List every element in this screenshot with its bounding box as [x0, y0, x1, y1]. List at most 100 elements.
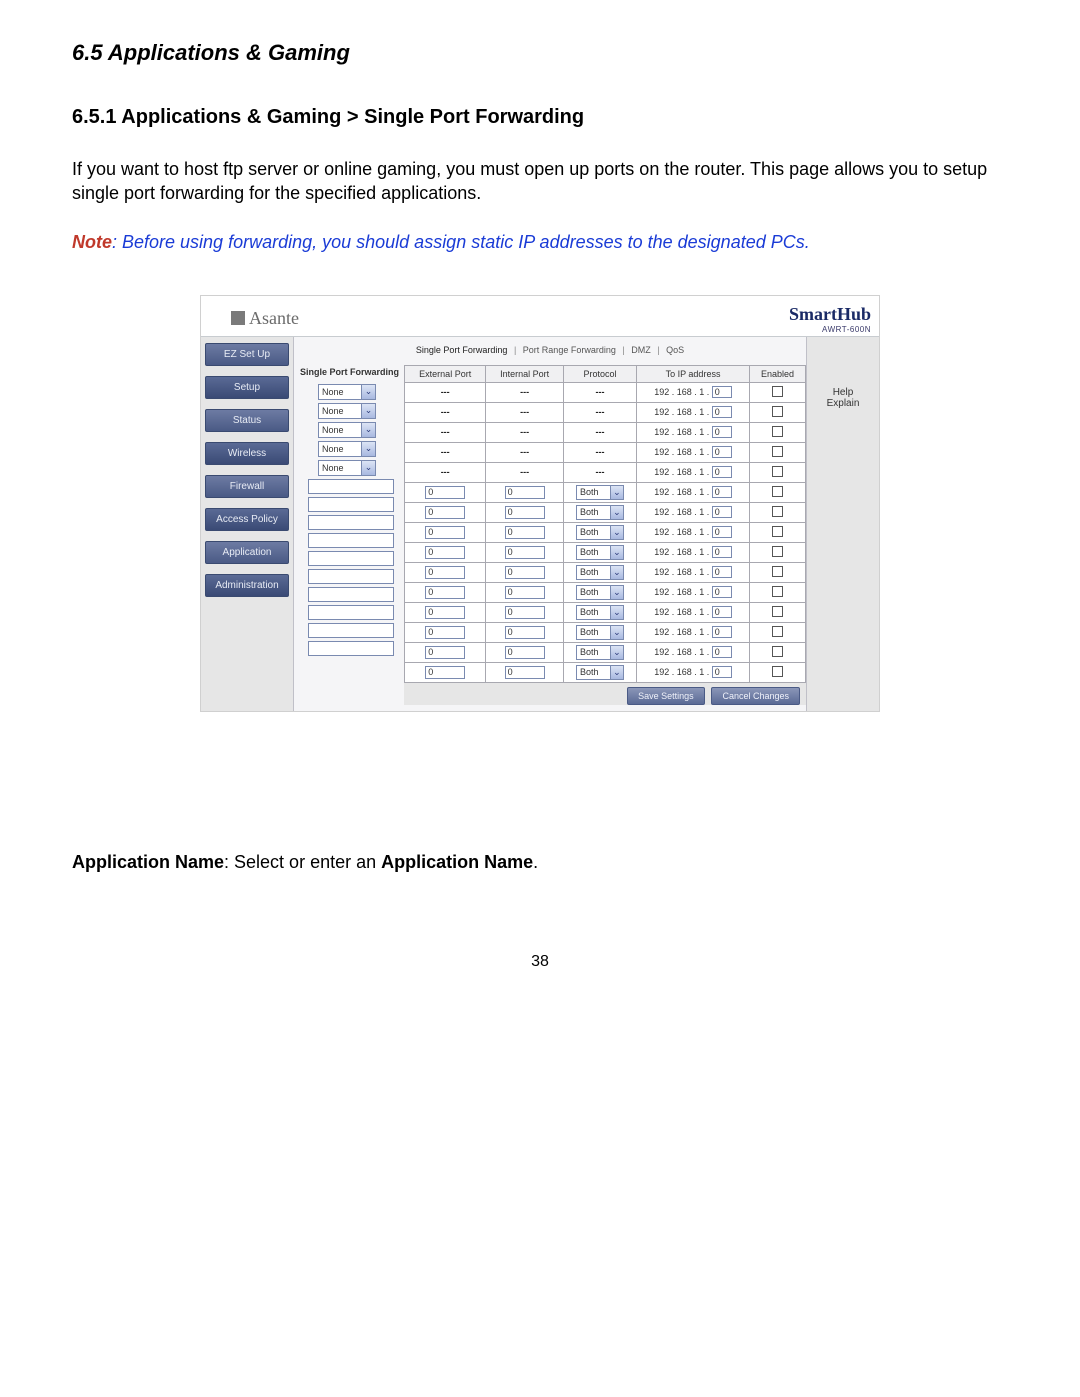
note-paragraph: Note: Before using forwarding, you shoul… — [72, 230, 1008, 255]
protocol-select[interactable]: Both⌄ — [576, 645, 624, 660]
sidebar-item[interactable]: Status — [205, 409, 289, 432]
internal-port-input[interactable]: 0 — [505, 506, 545, 519]
external-port-input[interactable]: 0 — [425, 506, 465, 519]
enabled-checkbox[interactable] — [772, 386, 783, 397]
subnav-active[interactable]: Single Port Forwarding — [416, 345, 508, 355]
application-preset-select[interactable]: None⌄ — [318, 403, 376, 419]
application-name-input[interactable] — [308, 479, 394, 494]
subnav-item[interactable]: QoS — [666, 345, 684, 355]
application-name-input[interactable] — [308, 533, 394, 548]
internal-port-input[interactable]: 0 — [505, 486, 545, 499]
sidebar-item[interactable]: Administration — [205, 574, 289, 597]
ip-last-octet-input[interactable]: 0 — [712, 406, 732, 418]
sidebar-item[interactable]: Access Policy — [205, 508, 289, 531]
ip-last-octet-input[interactable]: 0 — [712, 586, 732, 598]
enabled-checkbox[interactable] — [772, 546, 783, 557]
protocol-select[interactable]: Both⌄ — [576, 665, 624, 680]
ip-last-octet-input[interactable]: 0 — [712, 526, 732, 538]
ip-last-octet-input[interactable]: 0 — [712, 606, 732, 618]
internal-port-input[interactable]: 0 — [505, 586, 545, 599]
sidebar-item[interactable]: EZ Set Up — [205, 343, 289, 366]
explain-label[interactable]: Explain — [807, 398, 879, 409]
application-name-input[interactable] — [308, 641, 394, 656]
ip-last-octet-input[interactable]: 0 — [712, 426, 732, 438]
enabled-checkbox[interactable] — [772, 666, 783, 677]
table-row: 00Both⌄192 . 168 . 1 . 0 — [405, 582, 806, 602]
protocol-select[interactable]: Both⌄ — [576, 625, 624, 640]
ip-last-octet-input[interactable]: 0 — [712, 506, 732, 518]
enabled-checkbox[interactable] — [772, 646, 783, 657]
application-preset-select[interactable]: None⌄ — [318, 422, 376, 438]
application-name-input[interactable] — [308, 569, 394, 584]
enabled-checkbox[interactable] — [772, 626, 783, 637]
internal-port-input[interactable]: 0 — [505, 626, 545, 639]
ip-last-octet-input[interactable]: 0 — [712, 666, 732, 678]
protocol-select[interactable]: Both⌄ — [576, 505, 624, 520]
subnav-item[interactable]: DMZ — [631, 345, 651, 355]
ip-address-cell: 192 . 168 . 1 . 0 — [654, 387, 732, 397]
enabled-checkbox[interactable] — [772, 426, 783, 437]
hub-brand: SmartHub — [789, 304, 871, 325]
enabled-checkbox[interactable] — [772, 466, 783, 477]
ip-last-octet-input[interactable]: 0 — [712, 386, 732, 398]
external-port-input[interactable]: 0 — [425, 666, 465, 679]
enabled-checkbox[interactable] — [772, 526, 783, 537]
ip-last-octet-input[interactable]: 0 — [712, 466, 732, 478]
internal-port-input[interactable]: 0 — [505, 566, 545, 579]
external-port-input[interactable]: 0 — [425, 486, 465, 499]
internal-port-input[interactable]: 0 — [505, 646, 545, 659]
ip-last-octet-input[interactable]: 0 — [712, 626, 732, 638]
protocol-select[interactable]: Both⌄ — [576, 525, 624, 540]
external-port-input[interactable]: 0 — [425, 526, 465, 539]
application-name-input[interactable] — [308, 605, 394, 620]
internal-port-input[interactable]: 0 — [505, 526, 545, 539]
sidebar-item[interactable]: Application — [205, 541, 289, 564]
help-label[interactable]: Help — [807, 387, 879, 398]
sidebar-item[interactable]: Setup — [205, 376, 289, 399]
external-port-input[interactable]: 0 — [425, 626, 465, 639]
ip-last-octet-input[interactable]: 0 — [712, 486, 732, 498]
table-row: ---------192 . 168 . 1 . 0 — [405, 382, 806, 402]
sidebar-item[interactable]: Wireless — [205, 442, 289, 465]
enabled-checkbox[interactable] — [772, 506, 783, 517]
internal-port-input[interactable]: 0 — [505, 546, 545, 559]
application-preset-select[interactable]: None⌄ — [318, 384, 376, 400]
enabled-checkbox[interactable] — [772, 586, 783, 597]
sidebar-item[interactable]: Firewall — [205, 475, 289, 498]
external-port-input[interactable]: 0 — [425, 606, 465, 619]
ip-last-octet-input[interactable]: 0 — [712, 446, 732, 458]
internal-port-input[interactable]: 0 — [505, 666, 545, 679]
enabled-checkbox[interactable] — [772, 406, 783, 417]
external-port-input[interactable]: 0 — [425, 586, 465, 599]
enabled-checkbox[interactable] — [772, 486, 783, 497]
ip-last-octet-input[interactable]: 0 — [712, 646, 732, 658]
enabled-checkbox[interactable] — [772, 566, 783, 577]
application-name-input[interactable] — [308, 551, 394, 566]
dash-value: --- — [441, 407, 450, 417]
enabled-checkbox[interactable] — [772, 606, 783, 617]
protocol-select[interactable]: Both⌄ — [576, 585, 624, 600]
application-preset-select[interactable]: None⌄ — [318, 441, 376, 457]
application-name-input[interactable] — [308, 497, 394, 512]
application-preset-select[interactable]: None⌄ — [318, 460, 376, 476]
external-port-input[interactable]: 0 — [425, 646, 465, 659]
application-name-input[interactable] — [308, 515, 394, 530]
ip-last-octet-input[interactable]: 0 — [712, 566, 732, 578]
subnav-item[interactable]: Port Range Forwarding — [523, 345, 616, 355]
application-name-input[interactable] — [308, 587, 394, 602]
ip-address-cell: 192 . 168 . 1 . 0 — [654, 427, 732, 437]
cancel-button[interactable]: Cancel Changes — [711, 687, 800, 705]
ip-address-cell: 192 . 168 . 1 . 0 — [654, 607, 732, 617]
internal-port-input[interactable]: 0 — [505, 606, 545, 619]
protocol-select[interactable]: Both⌄ — [576, 605, 624, 620]
save-button[interactable]: Save Settings — [627, 687, 705, 705]
external-port-input[interactable]: 0 — [425, 546, 465, 559]
application-name-input[interactable] — [308, 623, 394, 638]
enabled-checkbox[interactable] — [772, 446, 783, 457]
protocol-select[interactable]: Both⌄ — [576, 485, 624, 500]
protocol-select[interactable]: Both⌄ — [576, 545, 624, 560]
protocol-select[interactable]: Both⌄ — [576, 565, 624, 580]
subsection-title: 6.5.1 Applications & Gaming > Single Por… — [72, 106, 1008, 129]
external-port-input[interactable]: 0 — [425, 566, 465, 579]
ip-last-octet-input[interactable]: 0 — [712, 546, 732, 558]
